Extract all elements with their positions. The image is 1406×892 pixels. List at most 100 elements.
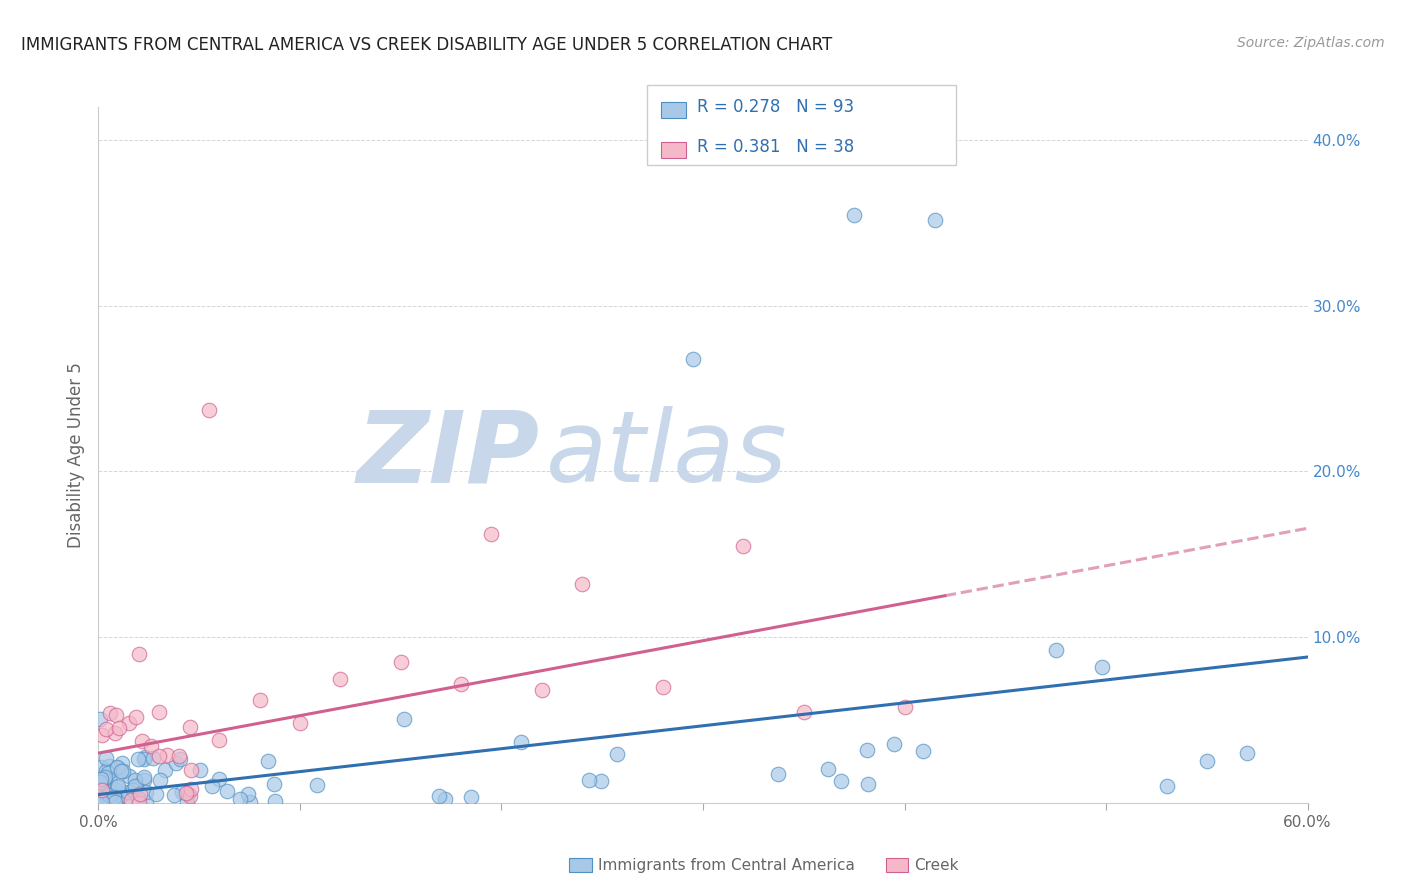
Point	[90, 760, 112, 774]
Point	[134, 773, 156, 788]
Text: Immigrants from Central America: Immigrants from Central America	[598, 858, 855, 872]
Point	[167, 749, 190, 764]
Point	[91, 790, 114, 805]
Point	[97, 758, 120, 772]
Point	[249, 693, 271, 707]
Point	[127, 752, 149, 766]
Point	[198, 403, 221, 417]
Point	[94, 751, 117, 765]
Point	[238, 787, 260, 801]
Point	[239, 795, 262, 809]
Point	[91, 795, 114, 809]
Point	[105, 761, 128, 775]
Point	[162, 788, 184, 802]
Point	[571, 577, 593, 591]
Point	[96, 791, 118, 805]
Point	[1156, 779, 1178, 793]
Point	[89, 775, 111, 789]
Point	[103, 789, 125, 804]
Point	[97, 765, 120, 780]
Point	[118, 716, 141, 731]
Point	[105, 759, 128, 773]
Point	[104, 726, 127, 740]
Point	[188, 764, 211, 778]
Text: IMMIGRANTS FROM CENTRAL AMERICA VS CREEK DISABILITY AGE UNDER 5 CORRELATION CHAR: IMMIGRANTS FROM CENTRAL AMERICA VS CREEK…	[21, 36, 832, 54]
Point	[93, 772, 115, 787]
Point	[94, 764, 117, 779]
Point	[170, 785, 193, 799]
Point	[257, 754, 280, 768]
Point	[134, 770, 156, 784]
Text: Source: ZipAtlas.com: Source: ZipAtlas.com	[1237, 36, 1385, 50]
Point	[176, 795, 198, 809]
Text: R = 0.278   N = 93: R = 0.278 N = 93	[697, 98, 855, 116]
Point	[392, 712, 415, 726]
Text: ZIP: ZIP	[357, 407, 540, 503]
Point	[893, 699, 915, 714]
Point	[165, 756, 187, 771]
Point	[766, 767, 789, 781]
Point	[180, 763, 202, 777]
Point	[530, 683, 553, 698]
Point	[179, 720, 201, 734]
Point	[89, 712, 111, 726]
Point	[450, 676, 472, 690]
Point	[125, 710, 148, 724]
Point	[90, 772, 112, 787]
Point	[145, 787, 167, 801]
Point	[107, 721, 129, 735]
Point	[208, 732, 231, 747]
Point	[142, 751, 165, 765]
Point	[110, 788, 132, 802]
Point	[1195, 755, 1218, 769]
Y-axis label: Disability Age Under 5: Disability Age Under 5	[67, 362, 86, 548]
Point	[91, 782, 114, 797]
Point	[1045, 643, 1067, 657]
Point	[1091, 660, 1114, 674]
Point	[427, 789, 450, 803]
Point	[883, 737, 905, 751]
Point	[115, 789, 138, 804]
Point	[169, 751, 191, 765]
Point	[96, 780, 118, 795]
Point	[460, 789, 482, 804]
Point	[264, 794, 287, 808]
Point	[97, 784, 120, 798]
Point	[90, 784, 112, 798]
Point	[111, 756, 134, 770]
Point	[288, 716, 311, 731]
Point	[606, 747, 628, 761]
Point	[112, 764, 135, 778]
Point	[389, 655, 412, 669]
Point	[118, 769, 141, 783]
Point	[110, 764, 132, 778]
Point	[651, 680, 673, 694]
Point	[578, 773, 600, 788]
Point	[844, 208, 866, 222]
Point	[135, 795, 157, 809]
Point	[104, 783, 127, 797]
Point	[305, 778, 328, 792]
Point	[229, 792, 252, 806]
Point	[98, 706, 121, 720]
Point	[177, 787, 200, 801]
Point	[153, 763, 176, 777]
Point	[128, 787, 150, 801]
Point	[103, 794, 125, 808]
Point	[139, 739, 162, 753]
Point	[135, 785, 157, 799]
Point	[434, 792, 457, 806]
Point	[481, 527, 503, 541]
Point	[793, 705, 815, 719]
Point	[105, 780, 128, 794]
Point	[830, 773, 852, 788]
Point	[156, 747, 179, 762]
Point	[125, 779, 148, 793]
Point	[91, 728, 114, 742]
Point	[104, 708, 127, 723]
Point	[148, 749, 170, 764]
Point	[128, 796, 150, 810]
Point	[148, 705, 170, 719]
Point	[682, 351, 704, 366]
Point	[134, 749, 156, 764]
